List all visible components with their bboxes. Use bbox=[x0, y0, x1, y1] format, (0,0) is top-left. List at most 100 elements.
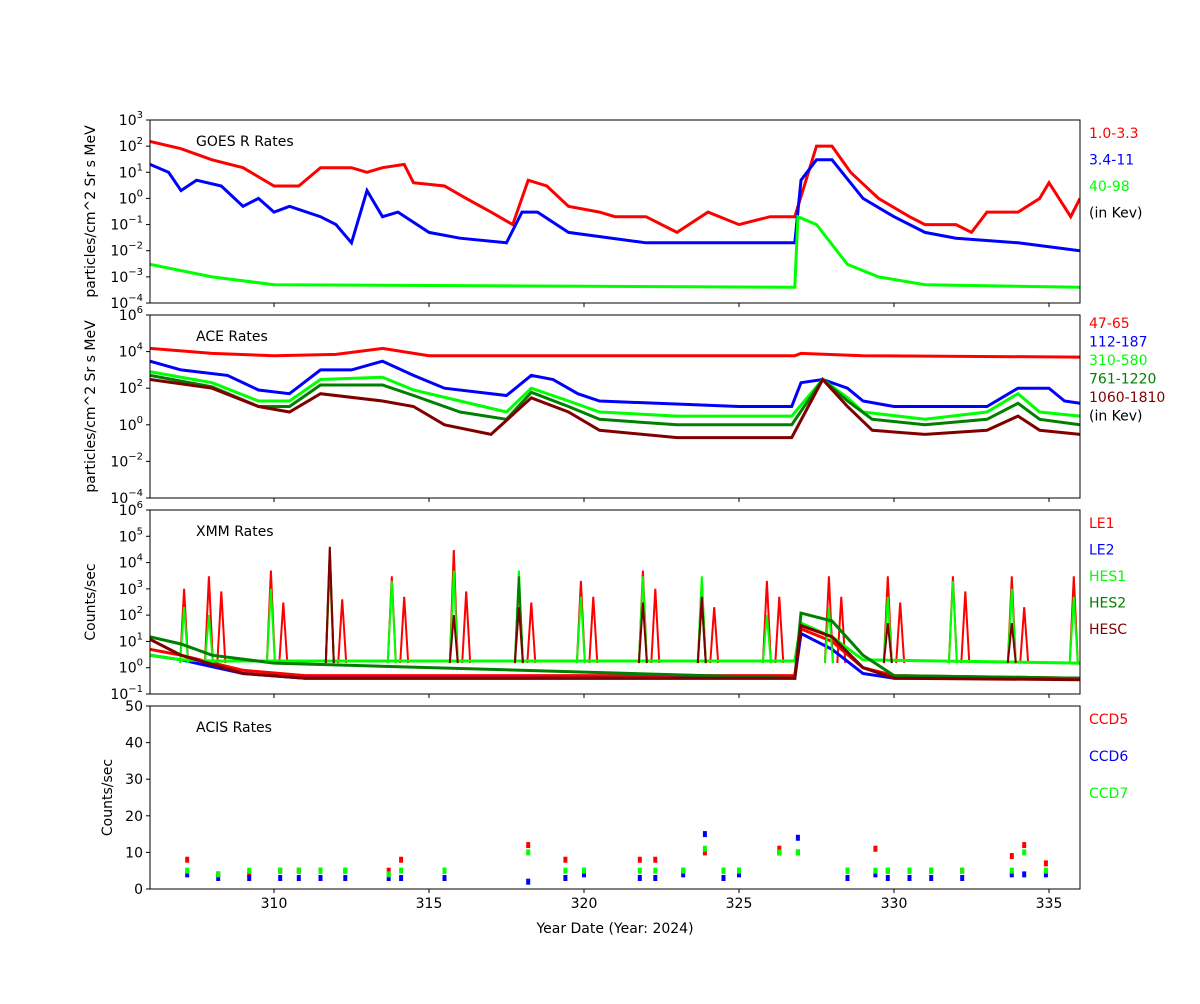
y-axis-label: particles/cm^2 Sr s MeV bbox=[83, 125, 99, 298]
series-ccd7-point bbox=[929, 867, 934, 874]
y-axis-label: Counts/sec bbox=[83, 563, 99, 640]
y-tick-label: 102 bbox=[119, 378, 143, 397]
series-ccd7-point bbox=[845, 867, 850, 874]
series-ccd5-point bbox=[386, 867, 391, 874]
series-ccd6-point bbox=[442, 875, 447, 882]
y-tick-label: 10−2 bbox=[110, 241, 143, 260]
x-tick-label: 320 bbox=[571, 896, 598, 912]
series-ccd7-point bbox=[653, 867, 658, 874]
series-ccd6-point bbox=[582, 871, 586, 878]
series-ccd7-line bbox=[187, 849, 1046, 875]
series-47-65-line bbox=[150, 346, 1080, 359]
series-hes1-spike bbox=[947, 580, 958, 664]
series-112-187-line bbox=[150, 359, 1080, 408]
y-tick-label: 106 bbox=[119, 500, 143, 519]
series-ccd7-point bbox=[885, 867, 890, 874]
series-hes1-spike bbox=[448, 570, 459, 664]
legend-ccd7: CCD7 bbox=[1089, 786, 1128, 802]
x-tick-label: 315 bbox=[416, 896, 443, 912]
y-tick-label: 103 bbox=[119, 579, 143, 598]
legend-761-1220: 761-1220 bbox=[1089, 372, 1156, 388]
y-tick-label: 10−1 bbox=[110, 215, 143, 234]
series-le1-spike bbox=[774, 596, 785, 664]
series-ccd7-point bbox=[386, 871, 391, 878]
series-ccd6-point bbox=[526, 878, 531, 885]
x-tick-label: 310 bbox=[261, 896, 288, 912]
series-ccd7-point bbox=[795, 849, 800, 856]
y-tick-label: 101 bbox=[119, 631, 143, 650]
series-ccd7-point bbox=[873, 867, 878, 874]
series-ccd7-point bbox=[216, 871, 221, 878]
series-ccd5-point bbox=[637, 856, 642, 863]
series-le1-spike bbox=[1019, 607, 1030, 664]
series-hes1-spike bbox=[203, 615, 214, 664]
series-ccd6-point bbox=[907, 875, 912, 882]
y-axis-label: particles/cm^2 Sr s MeV bbox=[83, 320, 99, 493]
series-ccd6-point bbox=[216, 875, 221, 882]
legend-le2: LE2 bbox=[1089, 543, 1115, 559]
x-axis-label: Year Date (Year: 2024) bbox=[535, 921, 693, 937]
series-ccd6-point bbox=[637, 875, 642, 882]
series-ccd6-point bbox=[1009, 871, 1014, 878]
panel-ace-rates: 47-65 112-187 310-580 761-1220 1060-1810 (in … bbox=[83, 305, 1165, 507]
series-ccd6-point bbox=[845, 875, 850, 882]
y-tick-label: 100 bbox=[119, 188, 143, 207]
legend-1.0-3.3: 1.0-3.3 bbox=[1089, 126, 1139, 142]
series-ccd7-point bbox=[777, 849, 782, 856]
panel-title: GOES R Rates bbox=[196, 134, 294, 150]
series-hesc-spike bbox=[1006, 622, 1017, 664]
y-tick-label: 30 bbox=[125, 772, 143, 788]
x-tick-label: 325 bbox=[726, 896, 753, 912]
x-tick-label: 335 bbox=[1036, 896, 1063, 912]
series-hesc-spike bbox=[882, 622, 893, 664]
series-3.4-11-line bbox=[150, 158, 1080, 253]
series-le1-spike bbox=[216, 591, 227, 664]
series-ccd6-point bbox=[343, 875, 348, 882]
series-le1-spike bbox=[399, 596, 410, 664]
series-ccd5-point bbox=[777, 845, 782, 852]
series-le1-spike bbox=[650, 588, 661, 664]
plot-frame bbox=[149, 705, 1081, 890]
series-ccd7-point bbox=[1009, 867, 1014, 874]
x-tick-label: 330 bbox=[881, 896, 908, 912]
legend-40-98: 40-98 bbox=[1089, 179, 1130, 195]
series-ccd7-point bbox=[702, 845, 707, 852]
y-tick-label: 10 bbox=[125, 845, 143, 861]
series-ccd5-point bbox=[653, 856, 658, 863]
series-hes1-spike bbox=[1006, 588, 1017, 664]
series-ccd6-point bbox=[873, 871, 878, 878]
series-hes1-line bbox=[150, 620, 1080, 665]
series-ccd6-point bbox=[318, 875, 323, 882]
panel-acis-rates: CCD5 CCD6 CCD7 ACIS Rates 0 10 20 30 40 50 310 315 3… bbox=[100, 699, 1128, 912]
series-hes1-spike bbox=[823, 607, 834, 664]
series-ccd7-point bbox=[296, 867, 301, 874]
y-tick-label: 102 bbox=[119, 136, 143, 155]
series-ccd7-point bbox=[278, 867, 283, 874]
series-ccd7-point bbox=[185, 867, 190, 874]
series-le1-line bbox=[150, 626, 1080, 680]
series-ccd7-point bbox=[399, 867, 404, 874]
legend-112-187: 112-187 bbox=[1089, 335, 1148, 351]
series-ccd6-point bbox=[737, 871, 741, 878]
series-le1-spike bbox=[709, 607, 720, 664]
series-ccd6-point bbox=[399, 875, 404, 882]
series-ccd5-point bbox=[1009, 853, 1014, 860]
series-hes2-line bbox=[150, 611, 1080, 680]
y-tick-label: 20 bbox=[125, 809, 143, 825]
panel-title: XMM Rates bbox=[196, 524, 274, 540]
series-310-580-line bbox=[150, 370, 1080, 421]
series-ccd6-point bbox=[247, 875, 252, 882]
y-axis-label: Counts/sec bbox=[100, 759, 116, 836]
series-hesc-spike bbox=[637, 602, 648, 664]
series-hes1-spike bbox=[1068, 596, 1079, 664]
legend-hes2: HES2 bbox=[1089, 596, 1126, 612]
series-ccd6-point bbox=[563, 875, 568, 882]
series-hes1-spike bbox=[761, 615, 772, 664]
series-ccd6-point bbox=[795, 834, 800, 841]
series-hes1-spike bbox=[265, 588, 276, 664]
series-ccd7-point bbox=[563, 867, 568, 874]
series-le1-spike bbox=[526, 602, 537, 664]
y-tick-label: 100 bbox=[119, 658, 143, 677]
series-le1-spike bbox=[461, 591, 472, 664]
legend-ccd6: CCD6 bbox=[1089, 749, 1128, 765]
